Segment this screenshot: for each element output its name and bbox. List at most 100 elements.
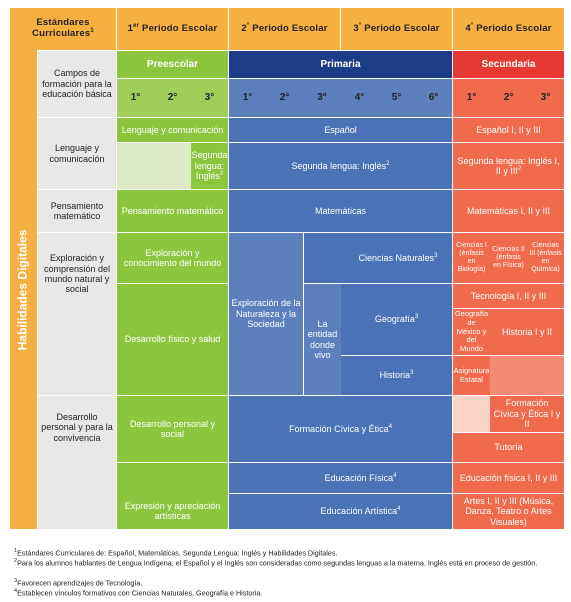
footnote-3-text: Favorecen aprendizajes de Tecnología. xyxy=(17,578,143,588)
cell-sec-blank-a xyxy=(490,356,564,395)
grade-sec-3-text: 3° xyxy=(540,92,551,104)
field-pensamiento-text: Pensamiento matemático xyxy=(50,200,104,221)
footnote-1-text: Estándares Curriculares de: Español, Mat… xyxy=(17,548,338,558)
p1-sup: er xyxy=(133,22,140,29)
cell-espanol-sec-text: Español I, II y III xyxy=(476,124,541,135)
cell-ciencias-1-text: Ciencias I (énfasis en Biología) xyxy=(456,241,487,274)
cell-matematicas: Matemáticas xyxy=(229,190,452,232)
grade-pri-2: 2° xyxy=(266,79,303,117)
field-exploracion: Exploración y comprensión del mundo natu… xyxy=(38,233,116,395)
level-secundaria: Secundaria xyxy=(453,51,564,78)
corner-sup: 1 xyxy=(90,28,94,35)
grade-pre-2-text: 2° xyxy=(167,92,178,104)
side-label-band: Habilidades Digitales xyxy=(10,50,37,529)
cell-pre-desarrollo-personal: Desarrollo personal y social xyxy=(117,396,228,462)
cell-tecnologia-text: Tecnología I, II y III xyxy=(470,290,547,301)
cell-ciencias: Ciencias Naturales3 xyxy=(304,233,452,283)
cell-pre-exploracion-text: Exploración y conocimiento del mundo xyxy=(123,247,222,268)
cell-asignatura: Asignatura Estatal xyxy=(453,356,490,395)
cell-segunda-pri-text: Segunda lengua: Inglés xyxy=(291,160,387,171)
cell-geo-mexico-text: Geografía de México y del Mundo xyxy=(454,309,489,353)
footnote-1: 1Estándares Curriculares de: Español, Ma… xyxy=(14,548,569,557)
cell-pre-pensamiento: Pensamiento matemático xyxy=(117,190,228,232)
cell-pre-pensamiento-text: Pensamiento matemático xyxy=(121,205,224,216)
cell-pre-desarrollo-fisico: Desarrollo físico y salud xyxy=(117,284,228,395)
footnote-3: 3Favorecen aprendizajes de Tecnología. xyxy=(14,578,569,587)
footnote-1-num: 1 xyxy=(14,548,18,554)
p3-num: 3 xyxy=(353,23,359,35)
field-pensamiento: Pensamiento matemático xyxy=(38,190,116,232)
cell-historia-text: Historia xyxy=(379,370,411,381)
cell-exploracion-naturaleza: Exploración de la Naturaleza y la Socied… xyxy=(229,233,303,395)
p1-rest: Periodo Escolar xyxy=(139,23,218,35)
cell-formacion-sup: 4 xyxy=(388,423,392,430)
cell-geografia: Geografía3 xyxy=(341,284,452,355)
cell-espanol-text: Español xyxy=(324,124,357,135)
cell-pre-exploracion: Exploración y conocimiento del mundo xyxy=(117,233,228,283)
cell-historia-sup: 3 xyxy=(410,370,414,377)
cell-matematicas-sec-text: Matemáticas I, II y III xyxy=(466,205,551,216)
cell-historia-sec: Historia I y II xyxy=(490,309,564,355)
p4-num: 4 xyxy=(465,23,471,35)
header-period-4: 4° Periodo Escolar xyxy=(453,8,564,50)
cell-exploracion-naturaleza-text: Exploración de la Naturaleza y la Socied… xyxy=(231,298,301,330)
p3-sup: ° xyxy=(358,22,362,29)
field-exploracion-text: Exploración y comprensión del mundo natu… xyxy=(43,253,111,295)
secundaria-text: Secundaria xyxy=(481,58,536,70)
grade-pre-3-text: 3° xyxy=(204,92,215,104)
cell-educ-artistica: Educación Artística4 xyxy=(229,494,452,529)
cell-espanol: Español xyxy=(229,118,452,142)
cell-geografia-text: Geografía xyxy=(374,314,415,325)
grade-pre-1-text: 1° xyxy=(130,92,141,104)
cell-segunda-sec-text: Segunda lengua: Inglés I, II y III xyxy=(457,155,560,176)
grade-pri-4-text: 4° xyxy=(354,92,365,104)
cell-segunda-sec-sup: 2 xyxy=(517,166,522,172)
side-label: Habilidades Digitales xyxy=(15,229,30,350)
cell-tutoria: Tutoría xyxy=(453,433,564,462)
footnote-4: 4Establecen vínculos formativos con Cien… xyxy=(14,588,569,597)
grade-pri-4: 4° xyxy=(341,79,378,117)
cell-matematicas-sec: Matemáticas I, II y III xyxy=(453,190,564,232)
grade-pri-2-text: 2° xyxy=(279,92,290,104)
grade-sec-2-text: 2° xyxy=(503,92,514,104)
preescolar-text: Preescolar xyxy=(146,58,199,70)
campos-text: Campos de formación para la educación bá… xyxy=(42,68,112,100)
header-period-1: 1er Periodo Escolar xyxy=(117,8,228,50)
p2-rest: Periodo Escolar xyxy=(249,23,328,35)
cell-historia: Historia3 xyxy=(341,356,452,395)
cell-pre-blank xyxy=(117,143,191,189)
cell-educ-artistica-sup: 4 xyxy=(397,506,401,513)
cell-pre-segunda: Segunda lengua: Inglés2 xyxy=(191,143,228,189)
grade-pri-3-text: 3° xyxy=(317,92,327,104)
field-desarrollo-text: Desarrollo personal y para la convivenci… xyxy=(41,411,113,443)
primaria-text: Primaria xyxy=(320,58,361,70)
header-corner: Estándares Curriculares1 xyxy=(10,8,116,50)
cell-entidad-text: La entidad donde vivo xyxy=(307,318,338,360)
cell-historia-sec-text: Historia I y II xyxy=(501,326,552,337)
cell-artes-sec: Artes I, II y III (Música, Danza, Teatro… xyxy=(453,494,564,529)
field-desarrollo: Desarrollo personal y para la convivenci… xyxy=(38,396,116,529)
cell-ciencias-1: Ciencias I (énfasis en Biología) xyxy=(453,233,490,283)
grade-sec-2: 2° xyxy=(490,79,527,117)
p3-rest: Periodo Escolar xyxy=(361,23,440,35)
level-preescolar: Preescolar xyxy=(117,51,228,78)
cell-ciencias-sup: 3 xyxy=(434,252,438,259)
campos-label: Campos de formación para la educación bá… xyxy=(38,51,116,117)
cell-formacion-text: Formación Cívica y Ética xyxy=(289,423,389,434)
grade-pre-2: 2° xyxy=(154,79,191,117)
grade-pri-5: 5° xyxy=(378,79,415,117)
cell-tutoria-text: Tutoría xyxy=(494,442,523,453)
grade-sec-1-text: 1° xyxy=(466,92,477,104)
p4-sup: ° xyxy=(470,22,474,29)
cell-educ-fisica-text: Educación Física xyxy=(324,472,394,483)
grade-pri-3: 3° xyxy=(303,79,341,117)
level-primaria: Primaria xyxy=(229,51,452,78)
cell-artes-sec-text: Artes I, II y III (Música, Danza, Teatro… xyxy=(463,495,554,527)
field-lenguaje-text: Lenguaje y comunicación xyxy=(49,143,105,164)
footnote-4-text: Establecen vínculos formativos con Cienc… xyxy=(17,588,263,598)
cell-geografia-sup: 3 xyxy=(414,314,419,321)
grade-pri-1-text: 1° xyxy=(242,92,253,104)
cell-ciencias-3-text: Ciencias III (énfasis en Química) xyxy=(529,241,562,274)
cell-segunda-sec: Segunda lengua: Inglés I, II y III2 xyxy=(453,143,564,189)
cell-ciencias-2: Ciencias II (énfasis en Física) xyxy=(490,233,527,283)
